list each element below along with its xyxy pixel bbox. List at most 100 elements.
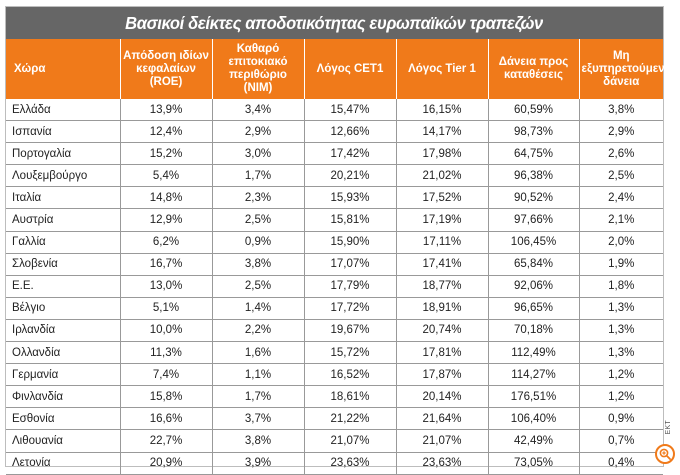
cell-nim: 1,1% (212, 363, 305, 387)
cell-roe: 5,4% (120, 164, 213, 188)
cell-country: Λιθουανία (6, 429, 121, 453)
cell-loans-to-deposits: 106,45% (488, 231, 580, 254)
cell-country: Βέλγιο (6, 297, 121, 320)
cell-npl: 1,3% (579, 297, 663, 320)
zoom-button[interactable] (655, 444, 675, 464)
cell-cet1: 19,67% (304, 319, 397, 343)
cell-country: Ιταλία (6, 186, 121, 210)
table-row: Αυστρία 12,9% 2,5% 15,81% 17,19% 97,66% 2,1% (6, 208, 663, 232)
column-header-country: Χώρα (6, 39, 121, 99)
cell-cet1: 21,22% (304, 407, 397, 431)
cell-cet1: 21,07% (304, 429, 397, 453)
cell-nim: 1,7% (212, 385, 305, 409)
cell-loans-to-deposits: 114,27% (488, 363, 580, 387)
cell-nim: 2,5% (212, 275, 305, 298)
cell-country: Εσθονία (6, 407, 121, 431)
cell-loans-to-deposits: 42,49% (488, 429, 580, 453)
cell-tier1: 17,52% (396, 186, 489, 210)
cell-loans-to-deposits: 106,40% (488, 407, 580, 431)
cell-roe: 12,9% (120, 208, 213, 232)
cell-tier1: 17,11% (396, 231, 489, 254)
cell-npl: 0,7% (579, 429, 663, 453)
cell-tier1: 18,91% (396, 297, 489, 320)
cell-roe: 15,8% (120, 385, 213, 409)
cell-cet1: 16,52% (304, 363, 397, 387)
table-row: Λιθουανία 22,7% 3,8% 21,07% 21,07% 42,49% 0,7% (6, 429, 663, 453)
cell-npl: 2,4% (579, 186, 663, 210)
table-row: Γερμανία 7,4% 1,1% 16,52% 17,87% 114,27% 1,2% (6, 363, 663, 387)
cell-nim: 2,9% (212, 120, 305, 144)
cell-loans-to-deposits: 96,65% (488, 297, 580, 320)
cell-npl: 3,8% (579, 99, 663, 122)
cell-nim: 3,8% (212, 253, 305, 276)
cell-nim: 3,4% (212, 99, 305, 122)
title-bar: Βασικοί δείκτες αποδοτικότητας ευρωπαϊκώ… (6, 7, 663, 39)
table-row: Ιρλανδία 10,0% 2,2% 19,67% 20,74% 70,18% 1,3% (6, 319, 663, 343)
cell-loans-to-deposits: 92,06% (488, 275, 580, 298)
cell-cet1: 20,21% (304, 164, 397, 188)
cell-cet1: 12,66% (304, 120, 397, 144)
cell-tier1: 20,74% (396, 319, 489, 343)
cell-npl: 1,3% (579, 341, 663, 365)
column-header-nim: Καθαρό επιτοκιακό περιθώριο (NIM) (212, 39, 305, 99)
column-header-tier1: Λόγος Tier 1 (396, 39, 489, 99)
cell-cet1: 18,61% (304, 385, 397, 409)
table-row: Ελλάδα 13,9% 3,4% 15,47% 16,15% 60,59% 3,8% (6, 99, 663, 122)
cell-nim: 3,0% (212, 142, 305, 166)
cell-cet1: 17,42% (304, 142, 397, 166)
page-title: Βασικοί δείκτες αποδοτικότητας ευρωπαϊκώ… (125, 12, 544, 33)
table-figure: Βασικοί δείκτες αποδοτικότητας ευρωπαϊκώ… (5, 6, 672, 475)
cell-tier1: 18,77% (396, 275, 489, 298)
cell-npl: 1,2% (579, 363, 663, 387)
cell-roe: 22,7% (120, 429, 213, 453)
cell-nim: 1,6% (212, 341, 305, 365)
cell-country: Φινλανδία (6, 385, 121, 409)
cell-npl: 0,9% (579, 407, 663, 431)
cell-country: Σλοβενία (6, 253, 121, 276)
column-header-loans-to-deposits: Δάνεια προς καταθέσεις (488, 39, 580, 99)
indicators-table: Χώρα Απόδοση ιδίων κεφαλαίων (ROE) Καθαρ… (6, 39, 672, 475)
cell-roe: 16,7% (120, 253, 213, 276)
cell-loans-to-deposits: 65,84% (488, 253, 580, 276)
cell-roe: 7,4% (120, 363, 213, 387)
cell-cet1: 15,90% (304, 231, 397, 254)
cell-cet1: 15,47% (304, 99, 397, 122)
cell-loans-to-deposits: 70,18% (488, 319, 580, 343)
cell-nim: 1,7% (212, 164, 305, 188)
cell-npl: 2,6% (579, 142, 663, 166)
cell-nim: 0,9% (212, 231, 305, 254)
cell-tier1: 17,98% (396, 142, 489, 166)
table-row: Βέλγιο 5,1% 1,4% 17,72% 18,91% 96,65% 1,3% (6, 297, 663, 320)
cell-tier1: 21,64% (396, 407, 489, 431)
cell-tier1: 17,87% (396, 363, 489, 387)
cell-tier1: 20,14% (396, 385, 489, 409)
table-row: Εσθονία 16,6% 3,7% 21,22% 21,64% 106,40% 0,9% (6, 407, 663, 431)
cell-nim: 1,4% (212, 297, 305, 320)
table-row: Φινλανδία 15,8% 1,7% 18,61% 20,14% 176,51% 1,2… (6, 385, 663, 409)
table-row: Ολλανδία 11,3% 1,6% 15,72% 17,81% 112,49% 1,3% (6, 341, 663, 365)
cell-npl: 1,9% (579, 253, 663, 276)
cell-country: Πορτογαλία (6, 142, 121, 166)
cell-loans-to-deposits: 60,59% (488, 99, 580, 122)
cell-cet1: 17,07% (304, 253, 397, 276)
table-body: Ελλάδα 13,9% 3,4% 15,47% 16,15% 60,59% 3,8% Ισπ… (6, 99, 663, 475)
cell-loans-to-deposits: 176,51% (488, 385, 580, 409)
cell-roe: 16,6% (120, 407, 213, 431)
cell-country: Ισπανία (6, 120, 121, 144)
cell-roe: 5,1% (120, 297, 213, 320)
table-row: Ε.Ε. 13,0% 2,5% 17,79% 18,77% 92,06% 1,8% (6, 275, 663, 298)
cell-tier1: 17,19% (396, 208, 489, 232)
cell-tier1: 21,07% (396, 429, 489, 453)
cell-country: Γερμανία (6, 363, 121, 387)
cell-cet1: 15,81% (304, 208, 397, 232)
cell-roe: 6,2% (120, 231, 213, 254)
table-row: Λουξεμβούργο 5,4% 1,7% 20,21% 21,02% 96,38% 2,… (6, 164, 663, 188)
cell-loans-to-deposits: 96,38% (488, 164, 580, 188)
table-row: Ισπανία 12,4% 2,9% 12,66% 14,17% 98,73% 2,9% (6, 120, 663, 144)
cell-country: Ελλάδα (6, 99, 121, 122)
cell-roe: 13,9% (120, 99, 213, 122)
cell-country: Ολλανδία (6, 341, 121, 365)
cell-nim: 3,7% (212, 407, 305, 431)
column-header-npl: Μη εξυπηρετούμενα δάνεια (579, 39, 672, 99)
table-row: Γαλλία 6,2% 0,9% 15,90% 17,11% 106,45% 2,0% (6, 231, 663, 254)
